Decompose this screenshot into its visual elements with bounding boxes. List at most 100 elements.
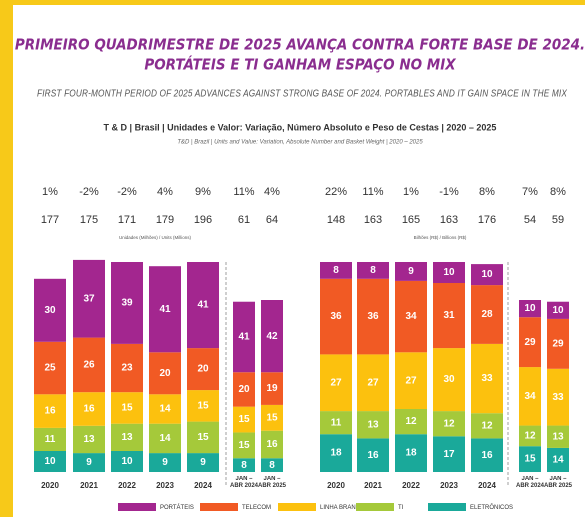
total-label: 177 — [41, 214, 59, 226]
growth-label: -2% — [117, 186, 137, 198]
bar-segment — [187, 390, 219, 422]
title: PRIMEIRO QUADRIMESTRE DE 2025 AVANÇA CON… — [15, 36, 585, 54]
total-label: 54 — [524, 214, 536, 226]
bar-segment — [320, 434, 352, 472]
legend-label: PORTÁTEIS — [160, 504, 194, 511]
segment-label: 33 — [552, 392, 564, 403]
segment-label: 36 — [367, 311, 379, 322]
total-label: 179 — [156, 214, 174, 226]
segment-label: 19 — [266, 383, 278, 394]
category-label: 2021 — [364, 481, 382, 490]
bar-segment — [320, 354, 352, 412]
growth-label: -1% — [439, 186, 459, 198]
chart-subtitle: T&D | Brazil | Units and Value: Variatio… — [177, 140, 423, 146]
bar-segment — [519, 367, 541, 426]
bar-segment — [34, 394, 66, 428]
bar-segment — [187, 262, 219, 349]
total-label: 163 — [364, 214, 382, 226]
category-label: 2021 — [80, 481, 98, 490]
segment-label: 34 — [405, 311, 417, 322]
segment-label: 16 — [367, 450, 379, 461]
bar-segment — [187, 348, 219, 391]
category-label: JAN – ABR 2024 — [229, 476, 258, 489]
bar-segment — [34, 451, 66, 472]
segment-label: 10 — [481, 269, 493, 280]
bar-segment — [233, 301, 255, 373]
bar-segment — [357, 354, 389, 412]
segment-label: 8 — [241, 460, 247, 471]
segment-label: 16 — [44, 406, 56, 417]
growth-label: 7% — [522, 186, 538, 198]
segment-label: 14 — [159, 404, 171, 415]
legend-swatch — [200, 503, 238, 511]
segment-label: 14 — [552, 455, 564, 466]
segment-label: 41 — [238, 332, 250, 343]
segment-label: 29 — [552, 339, 564, 350]
growth-label: 11% — [362, 186, 383, 198]
segment-label: 10 — [552, 305, 564, 316]
segment-label: 26 — [83, 360, 95, 371]
segment-label: 17 — [443, 449, 455, 460]
legend-label: TI — [398, 505, 404, 511]
segment-label: 15 — [266, 412, 278, 423]
segment-label: 37 — [83, 293, 95, 304]
growth-label: 4% — [264, 186, 280, 198]
bar-segment — [34, 341, 66, 395]
segment-label: 28 — [481, 309, 493, 320]
segment-label: 15 — [197, 400, 209, 411]
bar-segment — [111, 392, 143, 424]
segment-label: 15 — [524, 454, 536, 465]
legend-label: LINHA BRANCA — [320, 505, 364, 511]
total-label: 148 — [327, 214, 345, 226]
segment-label: 10 — [121, 456, 133, 467]
unit-label: Unidades (Milhões) / Units (Millions) — [119, 235, 192, 240]
category-label: 2020 — [327, 481, 345, 490]
legend-label: TELECOM — [242, 505, 271, 511]
bar-segment — [547, 318, 569, 369]
bar-segment — [471, 438, 503, 472]
bar-segment — [261, 300, 283, 373]
bar-segment — [149, 453, 181, 472]
segment-label: 16 — [83, 404, 95, 415]
category-label: 2024 — [194, 481, 212, 490]
segment-label: 18 — [405, 448, 417, 459]
bar-segment — [395, 262, 427, 281]
segment-label: 9 — [200, 457, 206, 468]
segment-label: 25 — [44, 363, 56, 374]
segment-label: 18 — [330, 448, 342, 459]
segment-label: 13 — [552, 431, 564, 442]
bar-segment — [471, 343, 503, 414]
segment-label: 9 — [162, 457, 168, 468]
segment-label: 8 — [370, 265, 376, 276]
bar-segment — [261, 430, 283, 459]
bar-segment — [433, 283, 465, 349]
bar-segment — [149, 423, 181, 454]
category-label: 2023 — [440, 481, 458, 490]
legend-label: ELETRÔNICOS — [470, 504, 513, 511]
segment-label: 41 — [159, 304, 171, 315]
segment-label: 29 — [524, 337, 536, 348]
bar-segment — [433, 411, 465, 437]
total-label: 59 — [552, 214, 564, 226]
bar-segment — [320, 411, 352, 435]
growth-label: 8% — [550, 186, 566, 198]
chart-title: T & D | Brasil | Unidades e Valor: Varia… — [104, 122, 497, 132]
total-label: 171 — [118, 214, 136, 226]
segment-label: 27 — [405, 375, 417, 386]
bar-segment — [519, 446, 541, 472]
segment-label: 15 — [238, 440, 250, 451]
category-label: JAN – ABR 2024 — [515, 476, 544, 489]
segment-label: 33 — [481, 373, 493, 384]
bar-segment — [320, 262, 352, 279]
bar-segment — [395, 280, 427, 353]
legend-swatch — [428, 503, 466, 511]
segment-label: 13 — [121, 432, 133, 443]
unit-label: Bilhões (R$) / Billions (R$) — [414, 235, 467, 240]
growth-label: 1% — [403, 186, 419, 198]
segment-label: 15 — [238, 414, 250, 425]
bar-segment — [187, 421, 219, 454]
legend-swatch — [356, 503, 394, 511]
total-label: 175 — [80, 214, 98, 226]
bar-segment — [433, 348, 465, 412]
bar-segment — [395, 409, 427, 435]
